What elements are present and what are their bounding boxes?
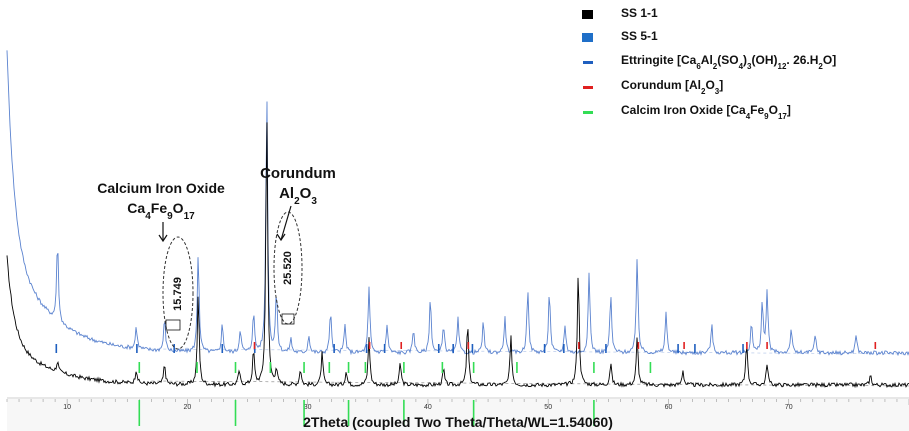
corundum-marker (368, 342, 371, 349)
calcium-iron-oxide-marker (269, 362, 272, 373)
calcium-iron-oxide-ref-line (234, 400, 237, 426)
calcium-iron-oxide-marker (347, 362, 350, 373)
calcium-iron-oxide-marker (649, 362, 652, 373)
peak-value-label: 25.520 (282, 251, 294, 285)
calcium-iron-oxide-marker (472, 362, 475, 373)
x-tick-label: 40 (424, 404, 432, 411)
legend-item-5: Calcim Iron Oxide [Ca4Fe9O17] (583, 103, 791, 121)
x-tick-label: 30 (304, 404, 312, 411)
ettringite-marker (173, 344, 175, 353)
corundum-marker (467, 342, 470, 349)
corundum-marker (766, 342, 768, 349)
ettringite-marker (221, 344, 224, 353)
legend-label: Ettringite [Ca6Al2(SO4)3(OH)12. 26.H2O] (621, 53, 836, 71)
calcium-iron-oxide-ref-line (472, 400, 475, 426)
legend-swatch (583, 61, 593, 64)
calcium-iron-oxide-ref-line (303, 400, 305, 426)
calcium-iron-oxide-marker (441, 362, 444, 373)
corundum-marker (400, 342, 403, 349)
x-tick-label: 50 (544, 404, 552, 411)
legend-swatch (583, 86, 593, 89)
corundum-marker (683, 342, 685, 349)
baseline-dashed (151, 380, 909, 387)
phase-markers-layer (55, 342, 877, 373)
peak-bracket (281, 313, 295, 325)
legend: SS 1-1 SS 5-1 Ettringite [Ca6Al2(SO4)3(OH)… (582, 6, 836, 121)
arrow-head-icon (276, 233, 286, 242)
calcium-iron-oxide-marker (328, 362, 331, 373)
ettringite-marker (333, 344, 335, 353)
ettringite-marker (563, 344, 565, 353)
annotation-formula: Al2O3 (279, 185, 317, 207)
ettringite-marker (694, 344, 696, 353)
annotations-layer: Calcium Iron Oxide Ca4Fe9O17 15.749 Corundu… (97, 165, 336, 350)
peak-ellipse (273, 211, 303, 325)
x-tick-label: 70 (785, 404, 793, 411)
peak-ellipse (162, 236, 194, 350)
ettringite-marker (471, 344, 474, 353)
arrow-head-icon (158, 234, 168, 243)
annotation-title: Corundum (260, 165, 336, 182)
legend-swatch (583, 111, 593, 114)
legend-swatch (582, 33, 593, 42)
x-axis-label: 2Theta (coupled Two Theta/Theta/WL=1.540… (303, 414, 613, 430)
legend-label: Calcim Iron Oxide [Ca4Fe9O17] (621, 103, 791, 121)
peak-annotation-2: Corundum Al2O3 25.520 (260, 165, 336, 325)
calcium-iron-oxide-marker (593, 362, 595, 373)
series-line-ss-1-1 (6, 122, 909, 389)
axis-band (7, 399, 909, 431)
legend-label: SS 5-1 (621, 29, 658, 43)
annotation-formula: Ca4Fe9O17 (127, 200, 195, 222)
corundum-marker (637, 342, 640, 349)
legend-item-3: Ettringite [Ca6Al2(SO4)3(OH)12. 26.H2O] (583, 53, 836, 71)
ettringite-marker (605, 344, 607, 353)
legend-item-4: Corundum [Al2O3] (583, 78, 723, 96)
ettringite-marker (677, 344, 679, 353)
series-layer (6, 50, 909, 389)
ettringite-marker (136, 344, 138, 353)
ettringite-marker (55, 344, 58, 353)
ettringite-marker (365, 344, 368, 353)
annotation-title: Calcium Iron Oxide (97, 180, 225, 196)
corundum-marker (746, 342, 748, 349)
ettringite-marker (742, 344, 744, 353)
calcium-iron-oxide-marker (516, 362, 518, 373)
calcium-iron-oxide-marker (303, 362, 305, 373)
peak-bracket (165, 319, 181, 331)
corundum-marker (874, 342, 877, 349)
x-tick-label: 60 (665, 404, 673, 411)
calcium-iron-oxide-marker (403, 362, 405, 373)
calcium-iron-oxide-ref-line (593, 400, 595, 426)
x-tick-label: 20 (184, 404, 192, 411)
ettringite-marker (452, 344, 454, 353)
peak-annotation-1: Calcium Iron Oxide Ca4Fe9O17 15.749 (97, 180, 225, 350)
baseline-dashed (151, 348, 909, 355)
legend-item-2: SS 5-1 (582, 29, 658, 43)
calcium-iron-oxide-marker (138, 362, 141, 373)
calcium-iron-oxide-ref-line (403, 400, 405, 426)
ettringite-marker (543, 344, 546, 353)
calcium-iron-oxide-marker (364, 362, 367, 373)
corundum-marker (253, 342, 256, 349)
legend-swatch (582, 10, 593, 19)
calcium-iron-oxide-ref-line (347, 400, 350, 426)
peak-value-label: 15.749 (172, 277, 184, 311)
x-tick-label: 10 (63, 404, 71, 411)
ettringite-marker (383, 344, 386, 353)
series-line-ss-5-1 (6, 50, 909, 357)
ettringite-marker (437, 344, 440, 353)
legend-label: Corundum [Al2O3] (621, 78, 723, 96)
calcium-iron-oxide-marker (196, 362, 198, 373)
legend-label: SS 1-1 (621, 6, 658, 20)
x-axis: 10 20 30 40 50 60 70 2Theta (coupled Two Theta/… (6, 397, 909, 431)
annotation-arrow (280, 205, 292, 241)
calcium-iron-oxide-ref-line (138, 400, 141, 426)
legend-item-1: SS 1-1 (582, 6, 658, 20)
corundum-marker (578, 342, 580, 349)
calcium-iron-oxide-marker (234, 362, 237, 373)
